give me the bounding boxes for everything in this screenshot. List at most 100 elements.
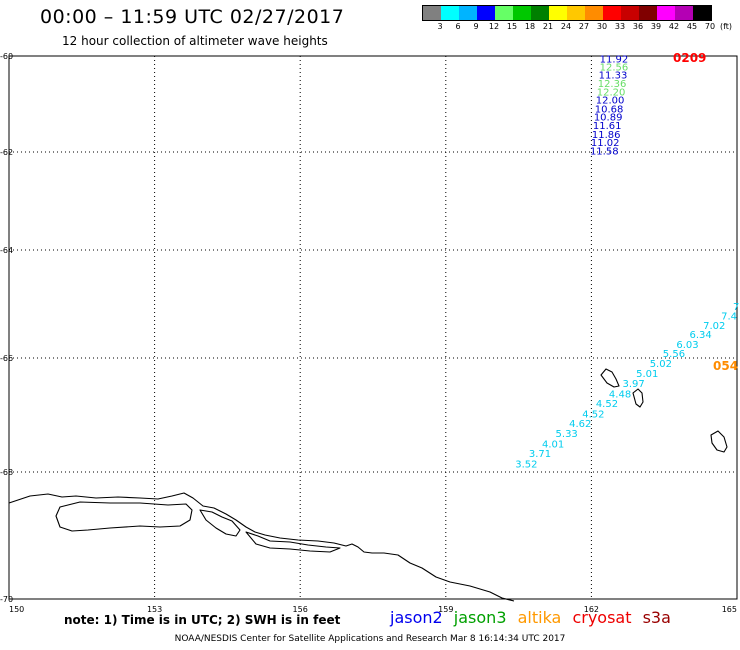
footer-note: note: 1) Time is in UTC; 2) SWH is in fe… — [64, 613, 341, 627]
lat-tick-label: -70 — [0, 595, 13, 604]
swh-value: 4.62 — [569, 419, 591, 430]
island-1 — [600, 368, 620, 388]
satellite-legend: jason2 jason3 altika cryosat s3a — [390, 608, 677, 627]
swh-value: 12.00 — [596, 96, 625, 107]
legend-swatch — [513, 6, 531, 20]
legend-label: 39 — [650, 22, 662, 31]
legend-swatch — [603, 6, 621, 20]
legend-label: 9 — [473, 22, 479, 31]
island-3 — [710, 430, 728, 453]
legend-label: 70 — [704, 22, 716, 31]
legend-label: 24 — [560, 22, 572, 31]
swh-value: 11.92 — [600, 54, 629, 65]
legend-swatch — [693, 6, 711, 20]
swh-value: 3.52 — [515, 459, 537, 470]
swh-value: 5.01 — [636, 369, 658, 380]
swh-value: 3.71 — [529, 449, 551, 460]
swh-value: 4.48 — [609, 389, 631, 400]
swh-value: 12.36 — [598, 79, 627, 90]
swh-value: 3.97 — [623, 379, 645, 390]
legend-label: 30 — [596, 22, 608, 31]
legend-swatch — [657, 6, 675, 20]
lat-tick-label: -68 — [0, 468, 13, 477]
swh-value: 6.03 — [676, 340, 698, 351]
coastline-inner-loop — [55, 501, 193, 532]
satellite-jason3: jason3 — [453, 608, 507, 627]
coastline-embayment — [245, 531, 341, 553]
map-gridlines — [9, 56, 737, 599]
axis-tick-labels: 150 153 156 159 162 165 -60 -62 -64 -66 -68 -70 — [0, 52, 737, 614]
legend-swatch — [585, 6, 603, 20]
legend-swatch — [675, 6, 693, 20]
lon-tick-label: 165 — [722, 605, 737, 614]
lon-tick-label: 153 — [147, 605, 162, 614]
time-label-0209: 0209 — [673, 51, 706, 65]
map-frame — [8, 55, 738, 600]
swh-value: 11.58 — [590, 147, 619, 158]
swh-value: 4.52 — [596, 399, 618, 410]
legend-swatch — [531, 6, 549, 20]
coastline-inlet — [199, 509, 241, 537]
legend-swatch — [567, 6, 585, 20]
time-labels: 0209 054 — [673, 51, 738, 373]
lat-tick-label: -64 — [0, 246, 13, 255]
lat-tick-label: -66 — [0, 354, 13, 363]
legend-label: 18 — [524, 22, 536, 31]
swh-value: 5.33 — [556, 429, 578, 440]
swh-track-labels: 11.9212.5611.3312.3612.2012.0010.6810.89… — [515, 54, 739, 470]
lon-tick-label: 159 — [438, 605, 453, 614]
legend-label: 12 — [488, 22, 500, 31]
legend-label: 36 — [632, 22, 644, 31]
swh-value: 11.86 — [592, 130, 621, 141]
swh-value: 11.02 — [591, 138, 620, 149]
time-label-054: 054 — [713, 359, 738, 373]
lat-tick-label: -62 — [0, 148, 13, 157]
swh-value: 4.52 — [582, 409, 604, 420]
legend-label: 21 — [542, 22, 554, 31]
coastline — [8, 368, 728, 602]
legend-swatch — [423, 6, 441, 20]
legend-swatch — [441, 6, 459, 20]
lon-tick-label: 162 — [584, 605, 599, 614]
satellite-cryosat: cryosat — [572, 608, 632, 627]
lat-tick-label: -60 — [0, 52, 13, 61]
legend-swatch — [477, 6, 495, 20]
swh-value: 11.61 — [593, 121, 622, 132]
legend-label: 6 — [455, 22, 461, 31]
lon-tick-label: 150 — [9, 605, 24, 614]
satellite-altika: altika — [517, 608, 562, 627]
swh-value: 7.4 — [721, 311, 737, 322]
swh-value: 6.34 — [689, 330, 711, 341]
antarctic-coastline — [8, 492, 515, 602]
swh-value: 4.01 — [542, 440, 564, 451]
swh-value: 5.56 — [663, 349, 685, 360]
satellite-s3a: s3a — [642, 608, 671, 627]
map-subtitle: 12 hour collection of altimeter wave hei… — [62, 34, 328, 48]
legend-unit: (ft) — [719, 22, 733, 31]
legend-swatch — [621, 6, 639, 20]
map-title: 00:00 – 11:59 UTC 02/27/2017 — [40, 6, 345, 28]
swh-value: 10.89 — [594, 112, 623, 123]
legend-swatch — [495, 6, 513, 20]
swh-value: 10.68 — [595, 104, 624, 115]
legend-label: 45 — [686, 22, 698, 31]
legend-label: 42 — [668, 22, 680, 31]
legend-label: 27 — [578, 22, 590, 31]
legend-label: 3 — [437, 22, 443, 31]
legend-label: 15 — [506, 22, 518, 31]
island-2 — [632, 388, 644, 408]
legend-swatch — [639, 6, 657, 20]
wave-height-color-legend — [422, 5, 712, 21]
legend-swatch — [459, 6, 477, 20]
legend-label: 33 — [614, 22, 626, 31]
swh-value: 5.02 — [650, 359, 672, 370]
satellite-jason2: jason2 — [390, 608, 443, 627]
swh-value: 11.33 — [599, 71, 628, 82]
swh-value: 7 — [733, 302, 739, 313]
legend-swatch — [549, 6, 567, 20]
footer-credit: NOAA/NESDIS Center for Satellite Applica… — [174, 634, 566, 644]
swh-value: 12.20 — [597, 88, 626, 99]
lon-tick-label: 156 — [293, 605, 308, 614]
swh-value: 7.02 — [703, 321, 725, 332]
